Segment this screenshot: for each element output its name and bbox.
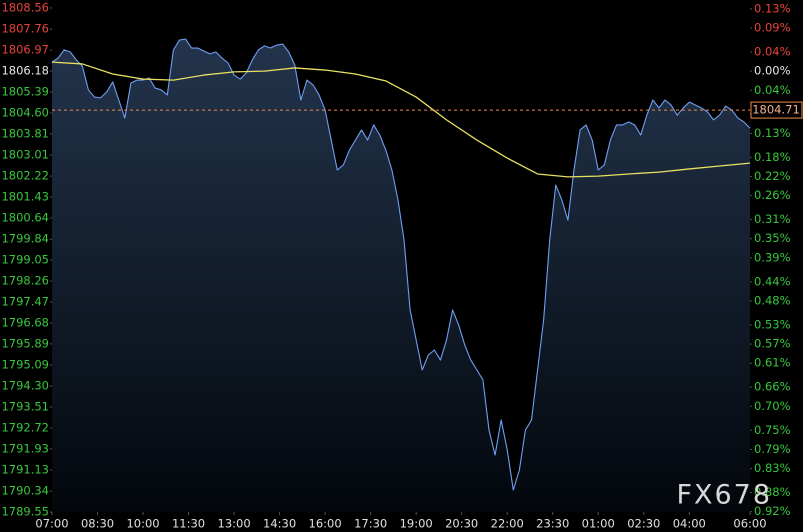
y2-tick-label: 0.04% — [754, 83, 791, 97]
x-tick-label: 13:00 — [218, 517, 251, 531]
x-tick-label: 17:30 — [354, 517, 387, 531]
y-tick-label: 1800.64 — [1, 210, 49, 224]
x-tick-label: 23:30 — [536, 517, 569, 531]
x-tick-label: 16:00 — [309, 517, 342, 531]
y2-tick-label: 0.83% — [754, 461, 791, 475]
x-tick-label: 07:00 — [35, 517, 68, 531]
y-tick-label: 1796.68 — [1, 315, 49, 329]
y2-tick-label: 0.61% — [754, 356, 791, 370]
y2-tick-label: 0.35% — [754, 231, 791, 245]
y2-tick-label: 0.04% — [754, 44, 791, 58]
x-tick-label: 10:00 — [126, 517, 159, 531]
y-tick-label: 1798.26 — [1, 274, 49, 288]
x-tick-label: 14:30 — [263, 517, 296, 531]
y2-tick-label: 0.66% — [754, 380, 791, 394]
y2-tick-label: 0.70% — [754, 399, 791, 413]
x-tick-label: 08:30 — [81, 517, 114, 531]
plot-area — [51, 38, 751, 513]
y2-tick-label: 0.09% — [754, 21, 791, 35]
y2-tick-label: 0.13% — [754, 126, 791, 140]
x-tick-label: 02:30 — [627, 517, 660, 531]
x-tick-label: 22:00 — [491, 517, 524, 531]
y-tick-label: 1793.51 — [1, 400, 49, 414]
y-tick-label: 1802.22 — [1, 169, 49, 183]
y-tick-label: 1804.60 — [1, 105, 49, 119]
y-tick-label: 1799.84 — [1, 232, 49, 246]
y-tick-label: 1801.43 — [1, 190, 49, 204]
y2-tick-label: 0.88% — [754, 485, 791, 499]
y2-tick-label: 0.18% — [754, 150, 791, 164]
x-tick-label: 20:30 — [445, 517, 478, 531]
y-tick-label: 1805.39 — [1, 85, 49, 99]
y2-tick-label: 0.44% — [754, 274, 791, 288]
y-tick-label: 1789.55 — [1, 505, 49, 519]
y-tick-label: 1803.81 — [1, 126, 49, 140]
y-tick-label: 1795.89 — [1, 336, 49, 350]
y-tick-label: 1795.09 — [1, 358, 49, 372]
x-tick-label: 06:00 — [733, 517, 766, 531]
y2-tick-label: 0.39% — [754, 250, 791, 264]
price-line — [51, 38, 751, 491]
y-tick-label: 1806.97 — [1, 43, 49, 57]
y2-tick-label: 0.26% — [754, 188, 791, 202]
y-tick-label: 1807.76 — [1, 22, 49, 36]
x-tick-label: 04:00 — [673, 517, 706, 531]
y-tick-label: 1808.56 — [1, 1, 49, 15]
x-tick-label: 19:00 — [400, 517, 433, 531]
y2-tick-label: 0.75% — [754, 423, 791, 437]
y2-tick-label: 0.22% — [754, 169, 791, 183]
y-tick-label: 1797.47 — [1, 295, 49, 309]
y-tick-label: 1791.13 — [1, 463, 49, 477]
average-line — [51, 61, 751, 178]
y-tick-label: 1806.18 — [1, 64, 49, 78]
y2-tick-label: 0.79% — [754, 442, 791, 456]
y-tick-label: 1794.30 — [1, 379, 49, 393]
y-tick-label: 1790.34 — [1, 484, 49, 498]
y2-tick-label: 0.92% — [754, 504, 791, 518]
y2-tick-label: 0.13% — [754, 1, 791, 15]
y-tick-label: 1799.05 — [1, 253, 49, 267]
price-area — [52, 39, 750, 513]
y-tick-label: 1791.93 — [1, 441, 49, 455]
y2-tick-label: 0.53% — [754, 317, 791, 331]
x-tick-label: 11:30 — [172, 517, 205, 531]
last-price-box — [750, 101, 803, 119]
y2-tick-label: 0.48% — [754, 293, 791, 307]
y2-tick-label: 0.31% — [754, 212, 791, 226]
last-price-label: 1804.71 — [752, 103, 800, 117]
y-tick-label: 1792.72 — [1, 420, 49, 434]
y2-tick-label: 0.57% — [754, 337, 791, 351]
x-tick-label: 01:00 — [582, 517, 615, 531]
y2-tick-label: 0.00% — [754, 64, 791, 78]
y-tick-label: 1803.01 — [1, 148, 49, 162]
watermark: FX678 — [676, 480, 772, 511]
